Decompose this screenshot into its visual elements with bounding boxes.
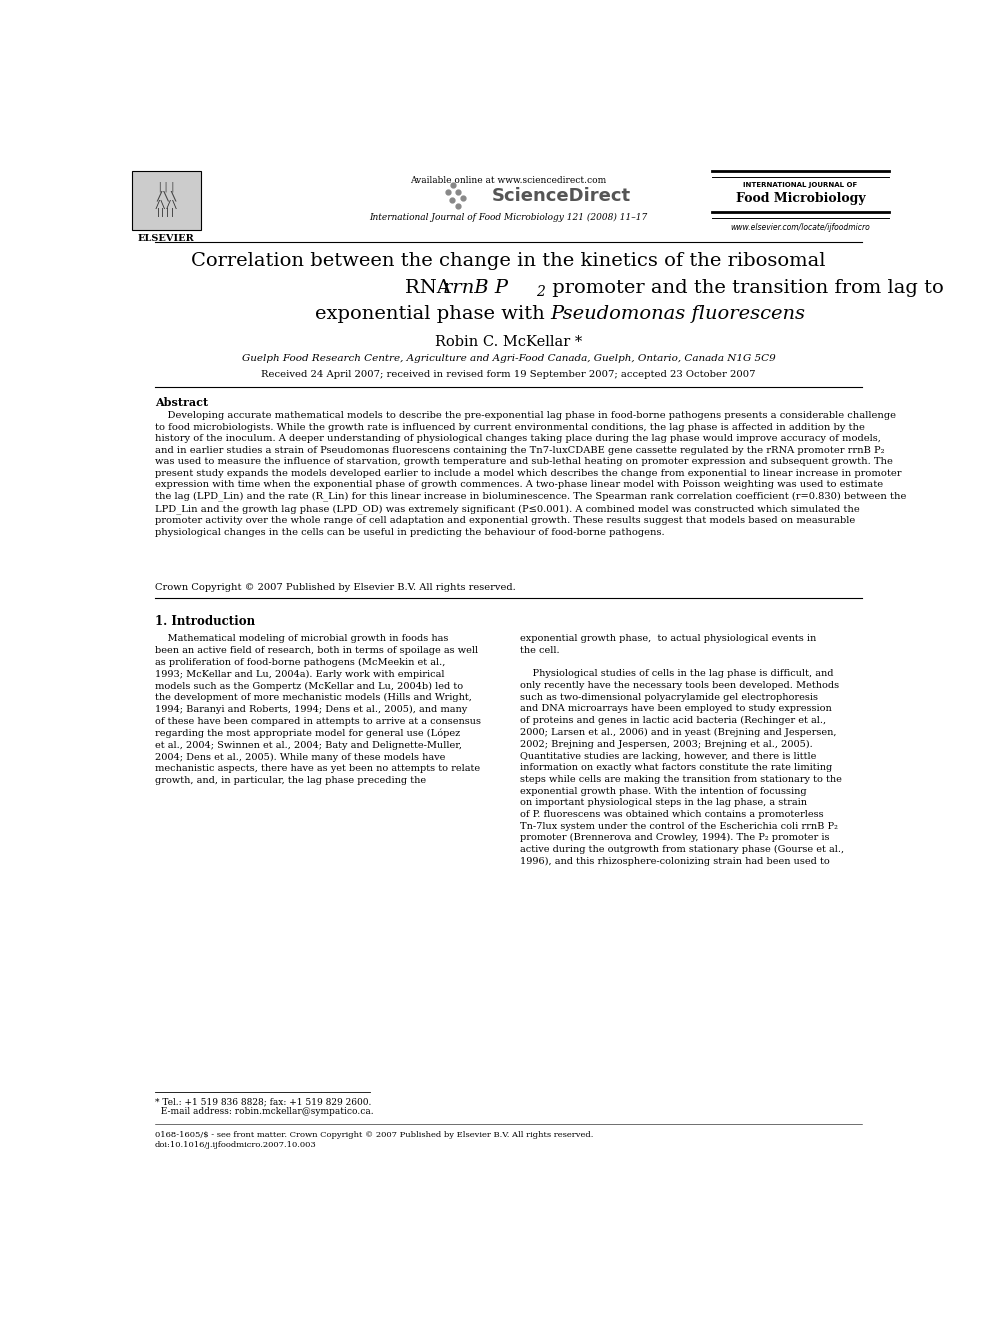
Text: ||||: |||| (157, 208, 177, 217)
Text: Crown Copyright © 2007 Published by Elsevier B.V. All rights reserved.: Crown Copyright © 2007 Published by Else… (155, 582, 516, 591)
Text: ScienceDirect: ScienceDirect (491, 188, 631, 205)
Text: exponential growth phase,  to actual physiological events in
the cell.

    Phys: exponential growth phase, to actual phys… (520, 635, 844, 867)
Text: E-mail address: robin.mckellar@sympatico.ca.: E-mail address: robin.mckellar@sympatico… (155, 1107, 373, 1117)
Text: 1. Introduction: 1. Introduction (155, 615, 255, 628)
Text: Food Microbiology: Food Microbiology (736, 192, 865, 205)
Text: Developing accurate mathematical models to describe the pre-exponential lag phas: Developing accurate mathematical models … (155, 411, 906, 537)
Text: Received 24 April 2007; received in revised form 19 September 2007; accepted 23 : Received 24 April 2007; received in revi… (261, 369, 756, 378)
Text: International Journal of Food Microbiology 121 (2008) 11–17: International Journal of Food Microbiolo… (369, 213, 648, 222)
Bar (132, 171, 200, 230)
Text: exponential phase with: exponential phase with (314, 306, 551, 323)
Text: Abstract: Abstract (155, 397, 208, 407)
Text: 0168-1605/$ - see front matter. Crown Copyright © 2007 Published by Elsevier B.V: 0168-1605/$ - see front matter. Crown Co… (155, 1131, 593, 1139)
Text: /\/\: /\/\ (155, 200, 178, 209)
Text: Mathematical modeling of microbial growth in foods has
been an active field of r: Mathematical modeling of microbial growt… (155, 635, 481, 785)
Text: rrnB P: rrnB P (443, 279, 508, 296)
Text: |||: ||| (156, 181, 177, 192)
Text: INTERNATIONAL JOURNAL OF: INTERNATIONAL JOURNAL OF (743, 183, 858, 188)
Text: * Tel.: +1 519 836 8828; fax: +1 519 829 2600.: * Tel.: +1 519 836 8828; fax: +1 519 829… (155, 1097, 371, 1106)
Text: doi:10.1016/j.ijfoodmicro.2007.10.003: doi:10.1016/j.ijfoodmicro.2007.10.003 (155, 1140, 316, 1148)
Text: ELSEVIER: ELSEVIER (138, 234, 194, 243)
Text: Available online at www.sciencedirect.com: Available online at www.sciencedirect.co… (411, 176, 606, 185)
Text: Correlation between the change in the kinetics of the ribosomal: Correlation between the change in the ki… (191, 253, 825, 270)
Text: Robin C. McKellar *: Robin C. McKellar * (434, 335, 582, 349)
Text: Pseudomonas fluorescens: Pseudomonas fluorescens (550, 306, 805, 323)
Text: Guelph Food Research Centre, Agriculture and Agri-Food Canada, Guelph, Ontario, : Guelph Food Research Centre, Agriculture… (241, 355, 776, 364)
Text: RNA: RNA (405, 279, 456, 296)
Text: /\\: /\\ (155, 189, 178, 202)
Text: www.elsevier.com/locate/ijfoodmicro: www.elsevier.com/locate/ijfoodmicro (731, 224, 870, 232)
Text: promoter and the transition from lag to: promoter and the transition from lag to (546, 279, 943, 296)
Text: 2: 2 (536, 284, 545, 299)
